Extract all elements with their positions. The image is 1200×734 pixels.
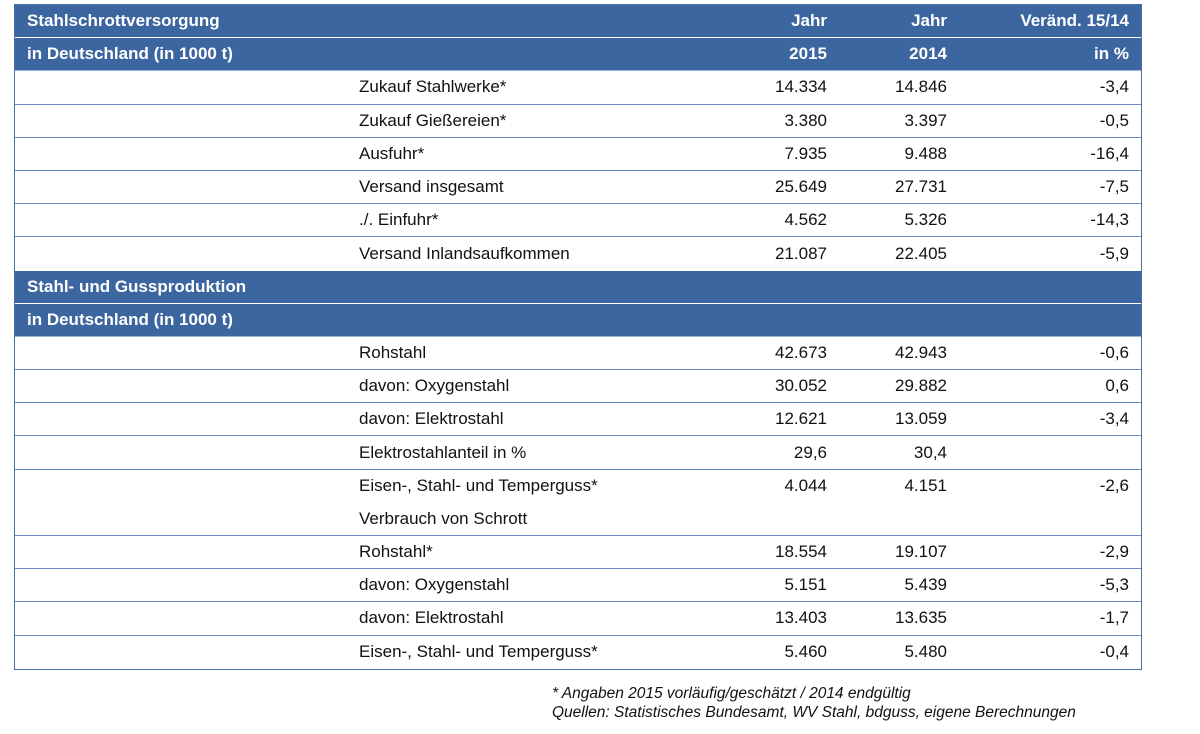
row-label: Rohstahl <box>359 342 427 362</box>
row-label: davon: Elektrostahl <box>359 608 504 628</box>
table-row: Elektrostahlanteil in % 29,6 30,4 <box>15 436 1141 470</box>
change-percent: -5,9 <box>1099 243 1129 263</box>
table-row: Rohstahl* 18.554 19.107 -2,9 <box>15 536 1141 570</box>
row-label: Eisen-, Stahl- und Temperguss* <box>359 642 598 662</box>
value-2015: 4.562 <box>784 210 827 230</box>
table-row: Versand insgesamt 25.649 27.731 -7,5 <box>15 171 1141 205</box>
value-2014: 3.397 <box>904 110 947 130</box>
row-label: davon: Oxygenstahl <box>359 376 510 396</box>
value-2014: 5.480 <box>904 642 947 662</box>
section-subtitle: in Deutschland (in 1000 t) <box>27 309 233 329</box>
table-row: davon: Oxygenstahl 30.052 29.882 0,6 <box>15 370 1141 404</box>
value-2014: 4.151 <box>904 476 947 496</box>
row-label: Versand Inlandsaufkommen <box>359 243 570 263</box>
row-label: Rohstahl* <box>359 542 433 562</box>
table-row: davon: Elektrostahl 13.403 13.635 -1,7 <box>15 602 1141 636</box>
footnote-text: * Angaben 2015 vorläufig/geschätzt / 201… <box>552 685 911 702</box>
table-header-row: in Deutschland (in 1000 t) 2015 2014 in … <box>15 38 1141 72</box>
row-label: Elektrostahlanteil in % <box>359 442 527 462</box>
change-percent: -0,6 <box>1099 342 1129 362</box>
section-header-row: Stahl- und Gussproduktion <box>15 270 1141 304</box>
value-2014: 19.107 <box>895 542 947 562</box>
change-percent: -14,3 <box>1090 210 1129 230</box>
table-row: Eisen-, Stahl- und Temperguss* 4.044 4.151… <box>15 470 1141 503</box>
table-row: ./. Einfuhr* 4.562 5.326 -14,3 <box>15 204 1141 238</box>
change-percent: -3,4 <box>1099 409 1129 429</box>
table-row: davon: Oxygenstahl 5.151 5.439 -5,3 <box>15 569 1141 603</box>
table-header-row: Stahlschrottversorgung Jahr Jahr Veränd.… <box>15 5 1141 39</box>
change-percent: -2,9 <box>1099 542 1129 562</box>
value-2014: 42.943 <box>895 342 947 362</box>
value-2014: 5.326 <box>904 210 947 230</box>
value-2015: 7.935 <box>784 143 827 163</box>
row-label: Eisen-, Stahl- und Temperguss* <box>359 476 598 496</box>
row-label: Ausfuhr* <box>359 143 425 163</box>
row-label: Zukauf Stahlwerke* <box>359 77 507 97</box>
value-2014: 5.439 <box>904 575 947 595</box>
value-2014: 13.059 <box>895 409 947 429</box>
value-2014: 30,4 <box>913 442 947 462</box>
column-header-2014-top: Jahr <box>911 11 947 31</box>
value-2015: 14.334 <box>775 77 827 97</box>
value-2014: 22.405 <box>895 243 947 263</box>
value-2015: 5.151 <box>784 575 827 595</box>
section-title: Stahlschrottversorgung <box>27 11 220 31</box>
column-header-2015-top: Jahr <box>791 11 827 31</box>
row-label: davon: Oxygenstahl <box>359 575 510 595</box>
change-percent: -2,6 <box>1099 476 1129 496</box>
row-label: ./. Einfuhr* <box>359 210 439 230</box>
value-2015: 29,6 <box>793 442 827 462</box>
value-2015: 4.044 <box>784 476 827 496</box>
table-row: Zukauf Stahlwerke* 14.334 14.846 -3,4 <box>15 71 1141 105</box>
table-row: Verbrauch von Schrott <box>15 503 1141 536</box>
change-percent: -0,4 <box>1099 642 1129 662</box>
footnotes: * Angaben 2015 vorläufig/geschätzt / 201… <box>552 684 1076 722</box>
change-percent: -0,5 <box>1099 110 1129 130</box>
change-percent: -5,3 <box>1099 575 1129 595</box>
value-2015: 3.380 <box>784 110 827 130</box>
column-header-change-unit: in % <box>1094 44 1129 64</box>
scrap-consumption-rows: Rohstahl* 18.554 19.107 -2,9 davon: Oxygenst… <box>15 536 1141 669</box>
value-2015: 25.649 <box>775 177 827 197</box>
sources-text: Quellen: Statistisches Bundesamt, WV Sta… <box>552 704 1076 721</box>
value-2015: 42.673 <box>775 342 827 362</box>
section-subtitle: in Deutschland (in 1000 t) <box>27 44 233 64</box>
change-percent: -7,5 <box>1099 177 1129 197</box>
row-label: Versand insgesamt <box>359 177 504 197</box>
table-row: Zukauf Gießereien* 3.380 3.397 -0,5 <box>15 105 1141 138</box>
row-label: davon: Elektrostahl <box>359 409 504 429</box>
value-2014: 29.882 <box>895 376 947 396</box>
value-2014: 9.488 <box>904 143 947 163</box>
value-2015: 30.052 <box>775 376 827 396</box>
value-2015: 13.403 <box>775 608 827 628</box>
table-row: davon: Elektrostahl 12.621 13.059 -3,4 <box>15 403 1141 437</box>
value-2014: 27.731 <box>895 177 947 197</box>
change-percent: -1,7 <box>1099 608 1129 628</box>
table-row: Eisen-, Stahl- und Temperguss* 5.460 5.480… <box>15 636 1141 669</box>
column-header-change-top: Veränd. 15/14 <box>1020 11 1129 31</box>
production-rows: Rohstahl 42.673 42.943 -0,6 davon: Oxygensta… <box>15 337 1141 503</box>
row-label: Zukauf Gießereien* <box>359 110 507 130</box>
value-2015: 12.621 <box>775 409 827 429</box>
change-percent: -16,4 <box>1090 143 1129 163</box>
change-percent: -3,4 <box>1099 77 1129 97</box>
column-header-2015: 2015 <box>789 44 827 64</box>
value-2015: 5.460 <box>784 642 827 662</box>
steel-scrap-table: Stahlschrottversorgung Jahr Jahr Veränd.… <box>14 4 1142 670</box>
value-2015: 18.554 <box>775 542 827 562</box>
table-row: Versand Inlandsaufkommen 21.087 22.405 -5,9 <box>15 237 1141 270</box>
value-2014: 14.846 <box>895 77 947 97</box>
table-row: Rohstahl 42.673 42.943 -0,6 <box>15 337 1141 371</box>
table-row: Ausfuhr* 7.935 9.488 -16,4 <box>15 138 1141 171</box>
section-header-row: in Deutschland (in 1000 t) <box>15 303 1141 337</box>
value-2015: 21.087 <box>775 243 827 263</box>
section-title: Stahl- und Gussproduktion <box>27 276 247 296</box>
change-percent: 0,6 <box>1105 376 1129 396</box>
scrap-supply-rows: Zukauf Stahlwerke* 14.334 14.846 -3,4 Zukauf… <box>15 71 1141 270</box>
value-2014: 13.635 <box>895 608 947 628</box>
column-header-2014: 2014 <box>909 44 947 64</box>
row-label: Verbrauch von Schrott <box>359 508 528 528</box>
